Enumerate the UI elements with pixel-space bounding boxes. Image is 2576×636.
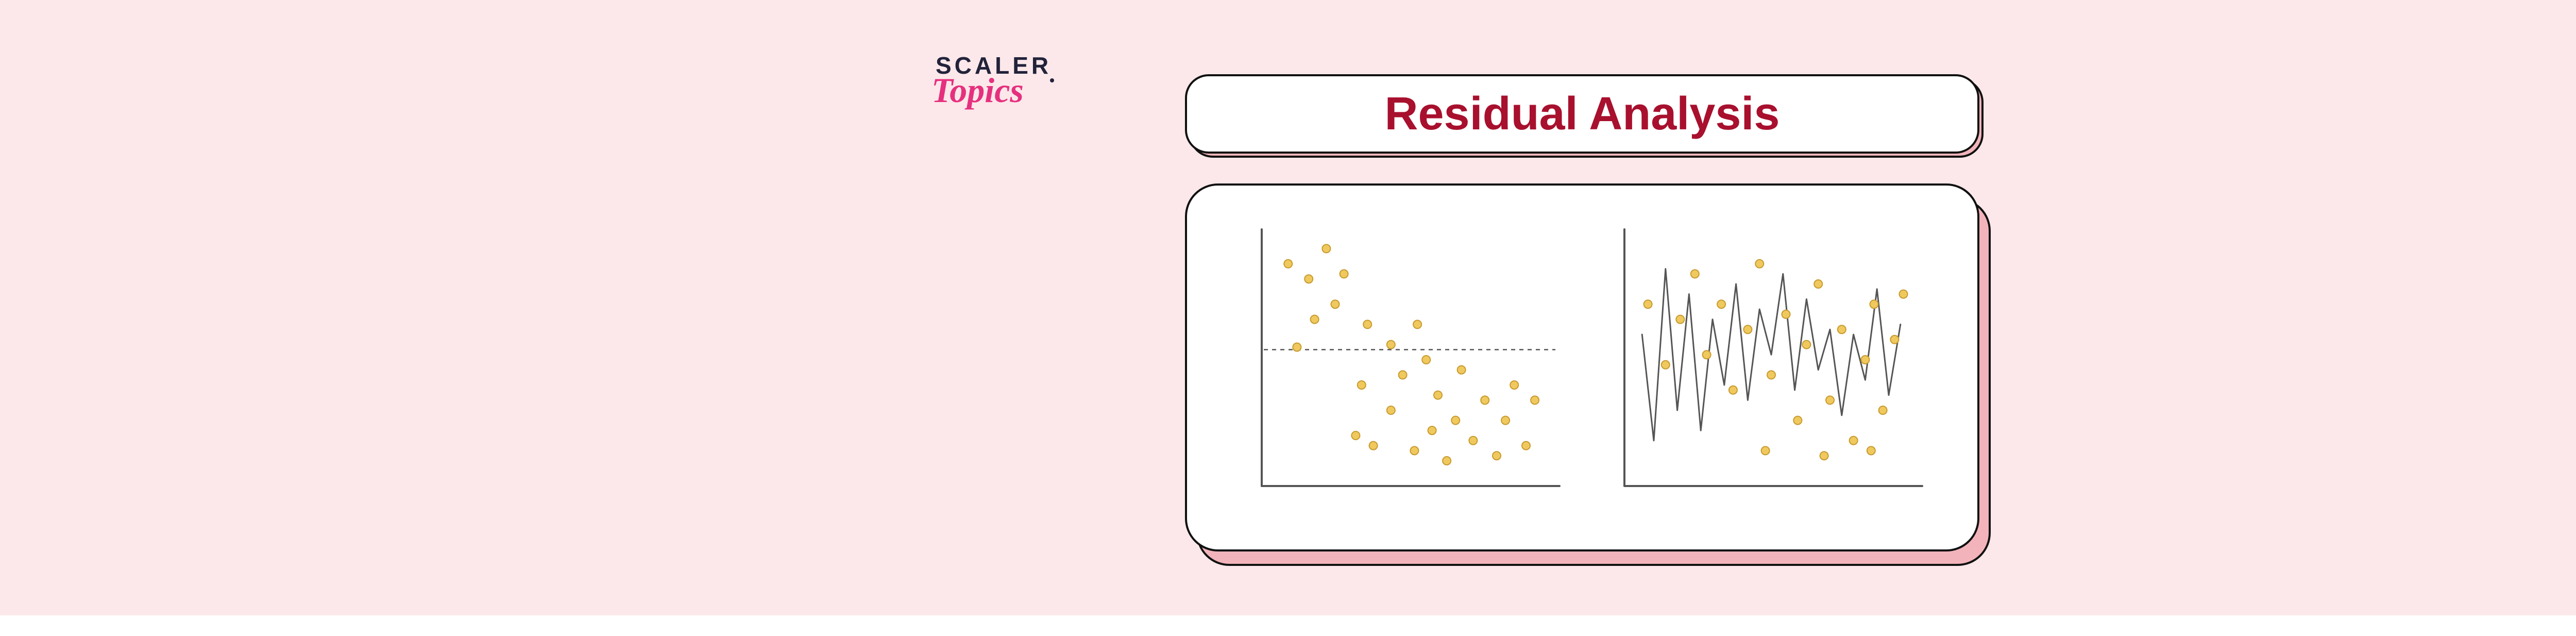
scatter-left-chart — [1236, 223, 1566, 512]
title-card: Residual Analysis — [1185, 74, 1979, 154]
chart-card — [1185, 183, 1979, 551]
bottom-strip — [0, 615, 2576, 636]
logo-dot-icon — [1050, 78, 1054, 82]
title-text: Residual Analysis — [1385, 88, 1780, 141]
scatter-right-svg — [1599, 223, 1928, 512]
scatter-left-svg — [1236, 223, 1566, 512]
logo-line2: Topics — [931, 78, 1052, 103]
brand-logo: SCALER Topics — [936, 54, 1052, 103]
scatter-right-chart — [1599, 223, 1928, 512]
